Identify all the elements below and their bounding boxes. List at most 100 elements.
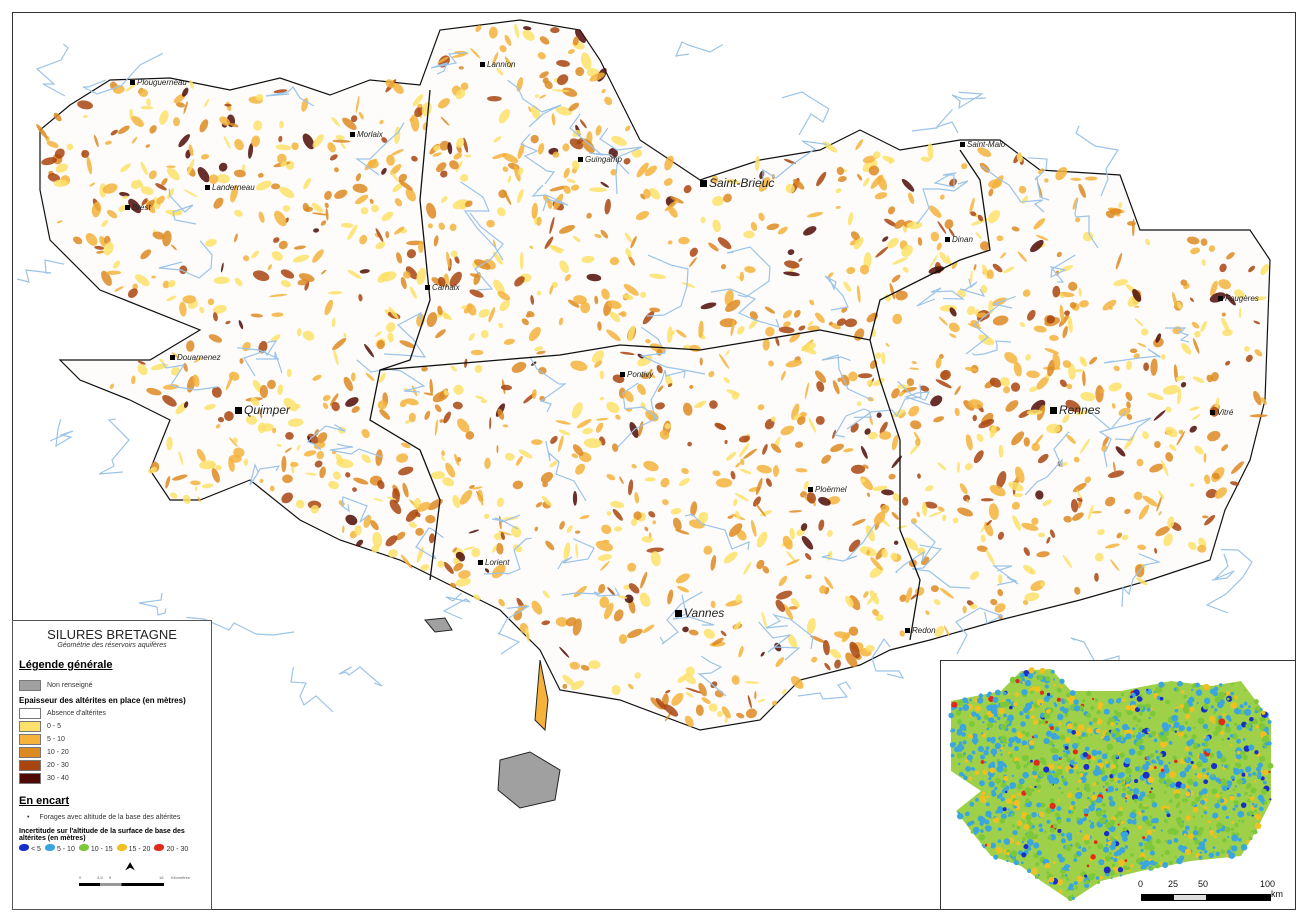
thickness-patch [716,711,723,718]
thickness-patch [449,271,462,287]
thickness-patch [837,175,847,183]
uncertainty-point [1100,735,1105,740]
uncertainty-point [1235,762,1242,768]
thickness-patch [939,587,954,599]
uncertainty-point [1174,708,1179,713]
uncertainty-point [1077,724,1085,731]
city-marker-icon [960,142,965,148]
thickness-patch [1026,370,1040,379]
thickness-patch [443,313,449,320]
uncertainty-point [1201,815,1204,818]
uncertainty-point [1124,757,1131,765]
thickness-patch [1200,238,1208,246]
city-lorient: Lorient [478,558,509,567]
uncertainty-point [1088,721,1093,726]
uncertainty-point [1101,802,1106,808]
thickness-patch [891,388,900,399]
uncertainty-point [1187,778,1194,785]
uncertainty-point [1110,764,1116,770]
thickness-patch [110,129,118,136]
thickness-patch [528,326,541,342]
thickness-patch [718,353,730,369]
thickness-patch [1068,363,1076,380]
thickness-patch [480,399,488,404]
uncertainty-point [1139,791,1146,798]
thickness-patch [777,226,788,235]
river [531,184,569,212]
thickness-patch [1016,152,1023,163]
thickness-patch [873,511,886,525]
thickness-patch [809,299,815,306]
thickness-patch [682,344,691,350]
uncertainty-point [1120,692,1125,697]
uncertainty-point [1196,761,1203,768]
inset-scale-label: 0 [1138,879,1144,889]
thickness-patch [607,587,616,597]
legend-item-thickness: 30 - 40 [19,772,205,785]
uncertainty-point [1138,811,1143,816]
thickness-patch [874,352,882,359]
uncertainty-point [1022,680,1025,684]
uncertainty-point [1019,672,1025,678]
river [557,538,595,570]
uncertainty-point [1074,842,1081,848]
thickness-patch [333,349,339,366]
thickness-patch [360,207,369,215]
legend-label: Absence d'altérites [47,710,106,717]
uncertainty-point [1132,715,1138,721]
thickness-patch [228,371,240,381]
river [307,423,346,451]
thickness-patch [1168,444,1177,451]
thickness-patch [324,299,334,316]
uncertainty-point [1115,722,1119,725]
uncertainty-point [1200,799,1206,805]
thickness-patch [215,464,222,471]
thickness-patch [623,284,639,296]
river [650,369,686,420]
uncertainty-point [1039,667,1046,674]
thickness-patch [1059,379,1067,388]
thickness-patch [644,165,657,177]
uncertainty-point [1144,819,1150,825]
thickness-patch [534,94,539,98]
thickness-patch [595,417,609,421]
thickness-patch [514,276,525,287]
thickness-patch [969,197,975,214]
uncertainty-point [1119,874,1122,877]
city-marker-icon [905,628,910,634]
thickness-patch [712,637,724,646]
uncertainty-point [1269,798,1272,801]
uncertainty-point [1021,836,1027,842]
thickness-patch [277,153,287,164]
thickness-patch [583,438,602,449]
thickness-patch [940,369,951,381]
thickness-patch [1125,391,1133,402]
uncertainty-point [1027,830,1034,837]
thickness-patch [688,629,699,636]
river [895,521,936,574]
thickness-patch [325,208,329,221]
thickness-patch [872,485,888,492]
thickness-patch [800,523,808,531]
thickness-patch [1044,348,1059,355]
river [329,443,382,458]
thickness-patch [269,485,275,492]
thickness-patch [930,585,939,593]
inset-map[interactable]: 0 25 50 100 km [940,660,1296,910]
thickness-patch [725,349,731,356]
thickness-patch [552,151,560,158]
thickness-patch [245,415,258,425]
uncertainty-point [1170,727,1175,732]
uncertainty-point [1005,810,1009,814]
uncertainty-point [1262,780,1267,785]
thickness-patch [816,381,825,392]
uncertainty-point [1105,760,1109,764]
thickness-patch [537,142,545,155]
thickness-patch [1239,307,1242,319]
thickness-patch [225,320,231,325]
thickness-patch [984,521,994,537]
uncertainty-point [1240,844,1248,851]
uncertainty-point [986,737,992,743]
uncertainty-point [1000,782,1007,789]
